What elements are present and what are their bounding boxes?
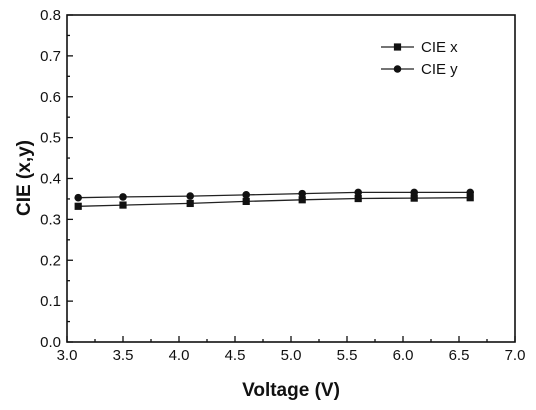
y-tick-label: 0.4 <box>40 171 61 188</box>
y-tick-label: 0.2 <box>40 252 61 269</box>
data-point-cie-y <box>186 192 194 200</box>
y-tick-label: 0.6 <box>40 89 61 106</box>
data-point-cie-x <box>242 197 250 205</box>
data-point-cie-y <box>242 191 250 199</box>
data-point-cie-x <box>74 202 82 210</box>
y-tick-label: 0.5 <box>40 130 61 147</box>
x-tick-label: 3.5 <box>113 347 134 364</box>
x-tick-label: 3.0 <box>57 347 78 364</box>
data-point-cie-y <box>354 188 363 197</box>
data-point-cie-y <box>466 188 475 197</box>
y-tick-label: 0.1 <box>40 293 61 310</box>
series-line-cie-x <box>78 197 471 207</box>
data-point-cie-x <box>466 194 474 202</box>
data-point-cie-y <box>298 189 307 198</box>
legend-marker-cie-x <box>393 43 402 51</box>
legend-label-cie-x: CIE x <box>421 39 458 56</box>
data-point-cie-x <box>186 199 194 208</box>
y-axis-ticks: 0.0 0.1 0.2 0.3 0.4 0.5 0.6 0.7 0.8 <box>40 7 73 351</box>
series-line-cie-y <box>78 191 471 199</box>
x-tick-label: 6.5 <box>449 347 470 364</box>
x-axis-ticks: 3.0 3.5 4.0 4.5 5.0 5.5 6.0 6.5 7.0 <box>57 336 526 364</box>
data-point-cie-x <box>410 194 418 202</box>
x-tick-label: 5.5 <box>337 347 358 364</box>
y-tick-label: 0.3 <box>40 211 61 228</box>
y-tick-label: 0.0 <box>40 334 61 351</box>
x-tick-label: 5.0 <box>281 347 302 364</box>
y-axis-title: CIE (x,y) <box>14 140 35 216</box>
data-point-cie-x <box>119 201 127 209</box>
x-tick-label: 6.0 <box>393 347 414 364</box>
data-point-cie-x <box>354 194 362 203</box>
legend: CIE x CIE y <box>381 39 458 78</box>
data-point-cie-x <box>298 196 306 204</box>
x-tick-label: 7.0 <box>505 347 526 364</box>
y-tick-label: 0.7 <box>40 48 61 65</box>
legend-label-cie-y: CIE y <box>421 61 458 78</box>
x-tick-label: 4.0 <box>169 347 190 364</box>
legend-marker-cie-y <box>393 65 402 73</box>
x-tick-label: 4.5 <box>225 347 246 364</box>
y-tick-label: 0.8 <box>40 7 61 24</box>
data-point-cie-y <box>74 193 82 202</box>
data-point-cie-y <box>410 188 419 197</box>
series-layer <box>74 188 475 210</box>
data-point-cie-y <box>119 193 127 201</box>
x-axis-title: Voltage (V) <box>242 380 340 401</box>
